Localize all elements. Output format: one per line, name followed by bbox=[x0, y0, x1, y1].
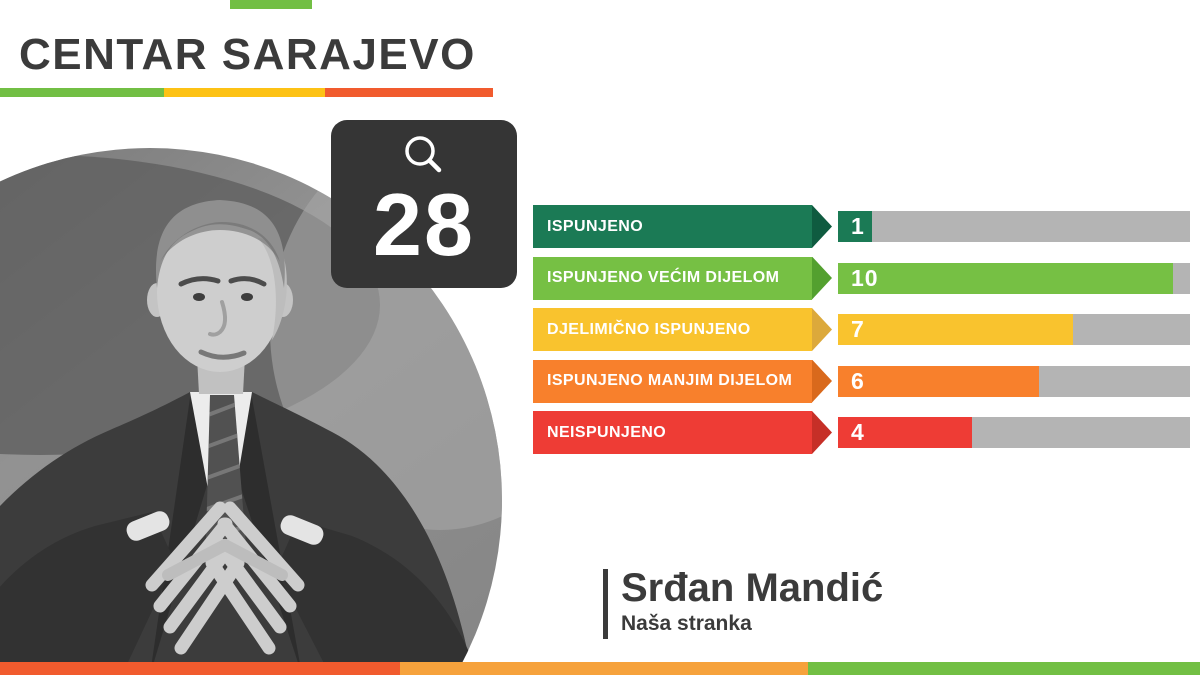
underline-segment-green bbox=[0, 88, 164, 97]
bar-track: 7 bbox=[838, 314, 1190, 345]
category-label: ISPUNJENO bbox=[547, 217, 644, 235]
chart-row-ispunjeno-manjim-dijelom: ISPUNJENO MANJIM DIJELOM 6 bbox=[533, 359, 1190, 403]
chart-row-ispunjeno-vecim-dijelom: ISPUNJENO VEĆIM DIJELOM 10 bbox=[533, 256, 1190, 300]
bar-track: 1 bbox=[838, 211, 1190, 242]
category-label: NEISPUNJENO bbox=[547, 423, 667, 441]
magnifier-icon bbox=[405, 136, 442, 173]
chart-row-ispunjeno: ISPUNJENO 1 bbox=[533, 205, 1190, 248]
stripe-segment-amber bbox=[400, 662, 808, 675]
bar-track: 4 bbox=[838, 417, 1190, 448]
label-arrow-tip bbox=[812, 256, 832, 300]
bar-value: 7 bbox=[851, 316, 865, 342]
page-title: CENTAR SARAJEVO bbox=[19, 30, 476, 79]
bar-value: 6 bbox=[851, 367, 865, 394]
category-label: DJELIMIČNO ISPUNJENO bbox=[547, 320, 751, 338]
person-block: Srđan Mandić Naša stranka bbox=[603, 566, 884, 639]
total-promises-count: 28 bbox=[373, 175, 475, 274]
total-promises-badge: 28 bbox=[331, 120, 517, 288]
label-arrow-tip bbox=[812, 308, 832, 351]
bar-value: 1 bbox=[851, 213, 865, 239]
category-label-block: NEISPUNJENO bbox=[533, 411, 812, 454]
chart-row-neispunjeno: NEISPUNJENO 4 bbox=[533, 411, 1190, 454]
person-name: Srđan Mandić bbox=[621, 566, 884, 610]
bar-fill: 1 bbox=[838, 211, 872, 242]
stripe-segment-orange bbox=[0, 662, 400, 675]
bar-value: 10 bbox=[851, 264, 879, 291]
name-accent-bar bbox=[603, 569, 608, 639]
top-accent-tab bbox=[230, 0, 312, 9]
category-label-block: DJELIMIČNO ISPUNJENO bbox=[533, 308, 812, 351]
label-arrow-tip bbox=[812, 359, 832, 403]
chart-row-djelimicno-ispunjeno: DJELIMIČNO ISPUNJENO 7 bbox=[533, 308, 1190, 351]
bar-fill: 4 bbox=[838, 417, 972, 448]
bar-fill: 7 bbox=[838, 314, 1073, 345]
underline-segment-orange bbox=[325, 88, 493, 97]
label-arrow-tip bbox=[812, 411, 832, 454]
promise-status-chart: ISPUNJENO 1 ISPUNJENO VEĆIM DIJELOM 10 bbox=[533, 205, 1190, 463]
bottom-accent-stripe bbox=[0, 662, 1200, 675]
portrait-clip-group bbox=[0, 148, 502, 675]
title-underline bbox=[0, 88, 493, 97]
label-arrow-tip bbox=[812, 205, 832, 248]
underline-segment-yellow bbox=[164, 88, 325, 97]
person-party: Naša stranka bbox=[621, 612, 752, 635]
category-label: ISPUNJENO MANJIM DIJELOM bbox=[547, 372, 793, 389]
stripe-segment-green bbox=[808, 662, 1200, 675]
bar-fill: 6 bbox=[838, 365, 1039, 397]
category-label-block: ISPUNJENO bbox=[533, 205, 812, 248]
bar-track: 10 bbox=[838, 262, 1190, 294]
category-label-block: ISPUNJENO MANJIM DIJELOM bbox=[533, 359, 812, 403]
category-label: ISPUNJENO VEĆIM DIJELOM bbox=[547, 269, 780, 286]
bar-fill: 10 bbox=[838, 262, 1173, 294]
category-label-block: ISPUNJENO VEĆIM DIJELOM bbox=[533, 256, 812, 300]
bar-value: 4 bbox=[851, 419, 865, 445]
bar-track: 6 bbox=[838, 365, 1190, 397]
